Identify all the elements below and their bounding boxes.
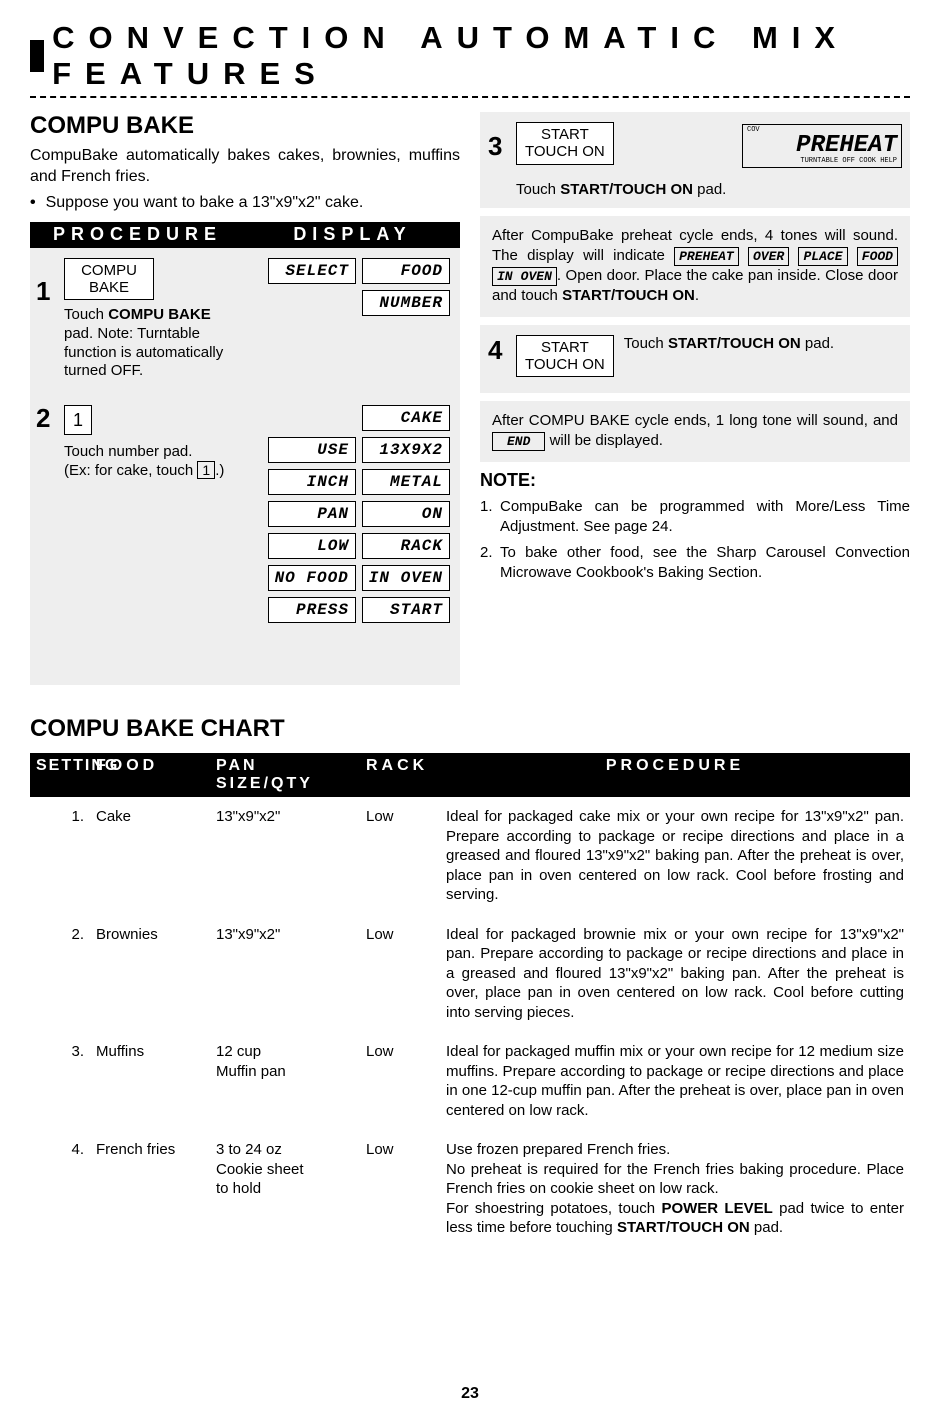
preheat-display: COV PREHEAT TURNTABLE OFF COOK HELP	[742, 124, 902, 168]
number-1-button[interactable]: 1	[64, 405, 92, 435]
chart-cell-procedure: Ideal for packaged cake mix or your own …	[440, 807, 910, 905]
display-chip: PREHEAT	[674, 247, 739, 266]
chart-row: 4.French fries3 to 24 oz Cookie sheet to…	[30, 1130, 910, 1248]
display-box: NUMBER	[362, 290, 450, 316]
chart-cell-procedure: Use frozen prepared French fries.No preh…	[440, 1140, 910, 1238]
display-box: LOW	[268, 533, 356, 559]
display-box: USE	[268, 437, 356, 463]
step-1: 1 COMPU BAKE Touch COMPU BAKE pad. Note:…	[30, 248, 460, 396]
section-title: COMPU BAKE	[30, 112, 460, 140]
chart-cell-setting: 3.	[30, 1042, 90, 1120]
chart-row: 3.Muffins12 cup Muffin panLowIdeal for p…	[30, 1032, 910, 1130]
chart-cell-rack: Low	[360, 1042, 440, 1120]
chart-body: 1.Cake13"x9"x2"LowIdeal for packaged cak…	[30, 797, 910, 1248]
end-note: After COMPU BAKE cycle ends, 1 long tone…	[480, 401, 910, 462]
note-heading: NOTE:	[480, 470, 910, 491]
procedure-display-header: PROCEDURE DISPLAY	[30, 222, 460, 248]
display-box: NO FOOD	[268, 565, 356, 591]
chart-header-setting: SETTING	[30, 757, 90, 793]
chart-header-rack: RACK	[360, 757, 440, 793]
compu-bake-button[interactable]: COMPU BAKE	[64, 258, 154, 301]
display-box: SELECT	[268, 258, 356, 284]
step-3-text: Touch START/TOUCH ON pad.	[516, 181, 726, 198]
start-touch-on-button[interactable]: START TOUCH ON	[516, 122, 614, 165]
chart-cell-procedure: Ideal for packaged muffin mix or your ow…	[440, 1042, 910, 1120]
chart-cell-setting: 1.	[30, 807, 90, 905]
chart-cell-procedure: Ideal for packaged brownie mix or your o…	[440, 925, 910, 1023]
bullet-text: Suppose you want to bake a 13"x9"x2" cak…	[46, 194, 364, 212]
chart-row: 2.Brownies13"x9"x2"LowIdeal for packaged…	[30, 915, 910, 1033]
display-box: METAL	[362, 469, 450, 495]
step-4-number: 4	[488, 335, 506, 366]
display-chip: IN OVEN	[492, 267, 557, 286]
step-4-text: Touch START/TOUCH ON pad.	[624, 335, 902, 352]
note-list: 1.CompuBake can be programmed with More/…	[480, 497, 910, 584]
step-2-text: Touch number pad. (Ex: for cake, touch 1…	[64, 443, 234, 481]
chart-cell-pan: 13"x9"x2"	[210, 807, 360, 905]
chart-cell-rack: Low	[360, 1140, 440, 1238]
display-chip: END	[492, 432, 545, 451]
step-2-display: CAKE USE13X9X2 INCHMETAL PANON LOWRACK N…	[250, 405, 450, 629]
intro-text: CompuBake automatically bakes cakes, bro…	[30, 146, 460, 188]
chart-cell-rack: Low	[360, 925, 440, 1023]
chart-header: SETTING FOOD PAN SIZE/QTY RACK PROCEDURE	[30, 753, 910, 797]
chart-cell-setting: 4.	[30, 1140, 90, 1238]
chart-cell-food: French fries	[90, 1140, 210, 1238]
display-chip: OVER	[748, 247, 789, 266]
header-display: DISPLAY	[245, 224, 460, 245]
preheat-note: After CompuBake preheat cycle ends, 4 to…	[480, 216, 910, 317]
step-3: 3 START TOUCH ON COV PREHEAT TURNTABLE O…	[480, 112, 910, 208]
display-box: ON	[362, 501, 450, 527]
step-4: 4 START TOUCH ON Touch START/TOUCH ON pa…	[480, 325, 910, 394]
chart-header-food: FOOD	[90, 757, 210, 793]
page-header-text: CONVECTION AUTOMATIC MIX FEATURES	[52, 20, 910, 92]
chart-cell-pan: 12 cup Muffin pan	[210, 1042, 360, 1120]
chart-header-procedure: PROCEDURE	[440, 757, 910, 793]
step-1-number: 1	[36, 276, 50, 307]
step-2: 2 1 Touch number pad. (Ex: for cake, tou…	[30, 395, 460, 685]
chart-cell-food: Cake	[90, 807, 210, 905]
chart-cell-setting: 2.	[30, 925, 90, 1023]
start-touch-on-button[interactable]: START TOUCH ON	[516, 335, 614, 378]
example-bullet: • Suppose you want to bake a 13"x9"x2" c…	[30, 194, 460, 212]
page-number: 23	[0, 1385, 940, 1403]
step-3-number: 3	[488, 131, 506, 162]
page-header: CONVECTION AUTOMATIC MIX FEATURES	[30, 20, 910, 98]
chart-cell-pan: 13"x9"x2"	[210, 925, 360, 1023]
bullet-dot: •	[30, 194, 36, 212]
step-2-number: 2	[36, 403, 50, 434]
display-box: FOOD	[362, 258, 450, 284]
step-1-display: SELECT FOOD NUMBER	[250, 258, 450, 322]
display-box: IN OVEN	[362, 565, 450, 591]
chart-cell-food: Brownies	[90, 925, 210, 1023]
display-chip: PLACE	[798, 247, 847, 266]
display-box: RACK	[362, 533, 450, 559]
header-procedure: PROCEDURE	[30, 224, 245, 245]
display-box: START	[362, 597, 450, 623]
note-item: 1.CompuBake can be programmed with More/…	[480, 497, 910, 538]
chart-cell-rack: Low	[360, 807, 440, 905]
display-box: CAKE	[362, 405, 450, 431]
display-box: PRESS	[268, 597, 356, 623]
chart-header-pan: PAN SIZE/QTY	[210, 757, 360, 793]
step-1-text: Touch COMPU BAKE pad. Note: Turntable fu…	[64, 306, 234, 381]
display-chip: FOOD	[857, 247, 898, 266]
note-item: 2.To bake other food, see the Sharp Caro…	[480, 543, 910, 584]
inline-number-key: 1	[197, 461, 215, 479]
chart-title: COMPU BAKE CHART	[30, 715, 910, 743]
display-box: PAN	[268, 501, 356, 527]
chart-cell-pan: 3 to 24 oz Cookie sheet to hold	[210, 1140, 360, 1238]
display-box: 13X9X2	[362, 437, 450, 463]
chart-row: 1.Cake13"x9"x2"LowIdeal for packaged cak…	[30, 797, 910, 915]
display-box: INCH	[268, 469, 356, 495]
chart-cell-food: Muffins	[90, 1042, 210, 1120]
